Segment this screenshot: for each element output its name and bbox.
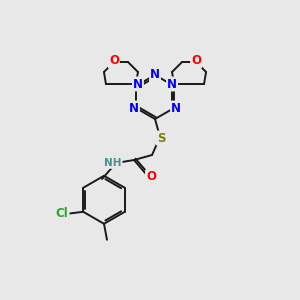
Text: N: N — [167, 77, 177, 91]
Text: Cl: Cl — [56, 207, 69, 220]
Text: NH: NH — [104, 158, 122, 168]
Text: N: N — [133, 77, 143, 91]
Text: N: N — [171, 101, 181, 115]
Text: O: O — [109, 55, 119, 68]
Text: N: N — [150, 68, 160, 82]
Text: S: S — [157, 131, 165, 145]
Text: N: N — [129, 101, 139, 115]
Text: O: O — [191, 55, 201, 68]
Text: O: O — [146, 170, 156, 184]
